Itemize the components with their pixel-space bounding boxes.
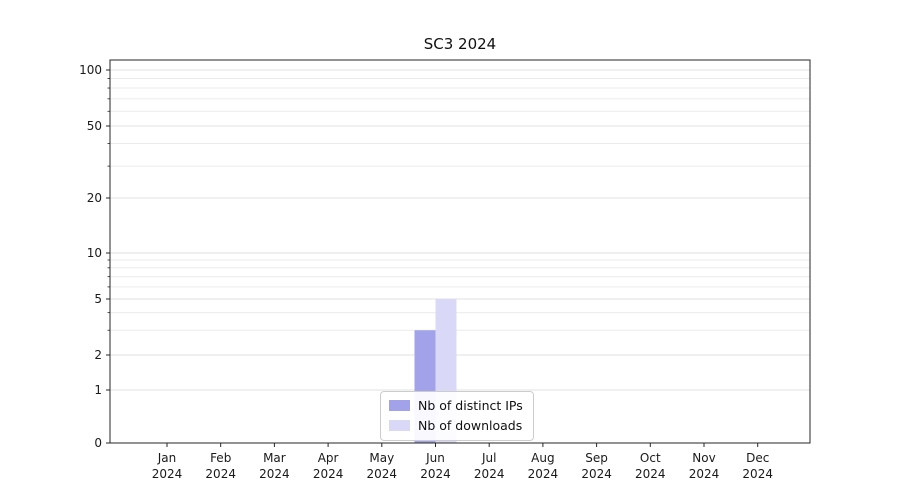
x-tick-label-month: Apr bbox=[318, 451, 339, 465]
chart-title: SC3 2024 bbox=[423, 35, 497, 53]
x-tick-label-year: 2024 bbox=[474, 467, 505, 481]
y-tick-label: 2 bbox=[94, 348, 102, 362]
y-tick-label: 20 bbox=[87, 191, 102, 205]
x-tick-label-month: Mar bbox=[263, 451, 286, 465]
y-tick-label: 50 bbox=[87, 119, 102, 133]
legend-label-downloads: Nb of downloads bbox=[418, 418, 523, 433]
legend: Nb of distinct IPs Nb of downloads bbox=[380, 391, 534, 441]
x-tick-label-year: 2024 bbox=[205, 467, 236, 481]
x-tick-label-year: 2024 bbox=[581, 467, 612, 481]
legend-item-distinct-ips: Nb of distinct IPs bbox=[389, 398, 523, 413]
plot-frame bbox=[109, 59, 811, 444]
x-tick-label-month: Aug bbox=[531, 451, 554, 465]
x-tick-label-month: Dec bbox=[746, 451, 769, 465]
y-tick-label: 1 bbox=[94, 383, 102, 397]
x-tick-label-month: Jul bbox=[481, 451, 496, 465]
x-tick-label-year: 2024 bbox=[528, 467, 559, 481]
x-tick-label-month: Jan bbox=[157, 451, 177, 465]
x-tick-label-year: 2024 bbox=[367, 467, 398, 481]
x-tick-label-month: Feb bbox=[210, 451, 231, 465]
x-tick-label-month: Nov bbox=[692, 451, 715, 465]
x-tick-label-month: Sep bbox=[585, 451, 608, 465]
legend-label-distinct-ips: Nb of distinct IPs bbox=[418, 398, 523, 413]
legend-item-downloads: Nb of downloads bbox=[389, 418, 523, 433]
x-tick-label-month: Jun bbox=[425, 451, 445, 465]
legend-swatch-downloads bbox=[389, 420, 410, 431]
x-tick-label-year: 2024 bbox=[689, 467, 720, 481]
x-tick-label-year: 2024 bbox=[259, 467, 290, 481]
x-tick-label-year: 2024 bbox=[742, 467, 773, 481]
x-tick-label-month: Oct bbox=[640, 451, 661, 465]
y-tick-label: 10 bbox=[87, 246, 102, 260]
legend-swatch-distinct-ips bbox=[389, 400, 410, 411]
y-tick-label: 5 bbox=[94, 292, 102, 306]
x-tick-label-year: 2024 bbox=[152, 467, 183, 481]
x-tick-label-year: 2024 bbox=[313, 467, 344, 481]
x-tick-label-month: May bbox=[369, 451, 394, 465]
x-tick-label-year: 2024 bbox=[420, 467, 451, 481]
y-tick-label: 100 bbox=[79, 63, 102, 77]
x-tick-label-year: 2024 bbox=[635, 467, 666, 481]
y-tick-label: 0 bbox=[94, 436, 102, 450]
